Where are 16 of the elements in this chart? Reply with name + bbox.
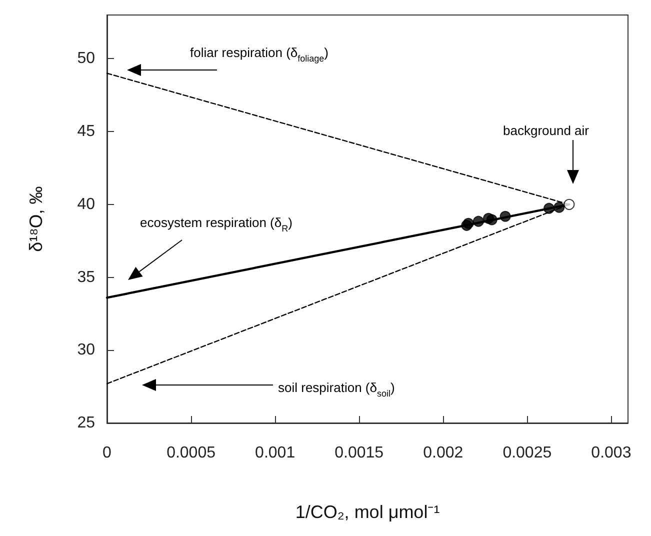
y-tick-label: 25	[77, 414, 96, 432]
x-tick-label: 0.001	[255, 444, 296, 462]
annotation: background air	[503, 123, 590, 138]
y-tick-label: 45	[77, 123, 96, 140]
x-axis-title: 1/CO₂, mol μmol⁻¹	[295, 502, 440, 522]
x-tick-label: 0.002	[423, 444, 464, 462]
y-tick-label: 50	[77, 50, 96, 68]
x-tick-label: 0	[102, 444, 112, 462]
x-tick-label: 0.0025	[502, 444, 552, 462]
y-tick-label: 40	[77, 196, 96, 213]
x-tick-label: 0.0005	[166, 444, 216, 462]
y-axis-title: δ¹⁸O, ‰	[26, 186, 46, 252]
y-tick-label: 35	[77, 268, 96, 286]
x-tick-label: 0.0015	[334, 444, 384, 462]
x-tick-label: 0.003	[591, 444, 632, 462]
y-tick-label: 30	[77, 342, 96, 359]
